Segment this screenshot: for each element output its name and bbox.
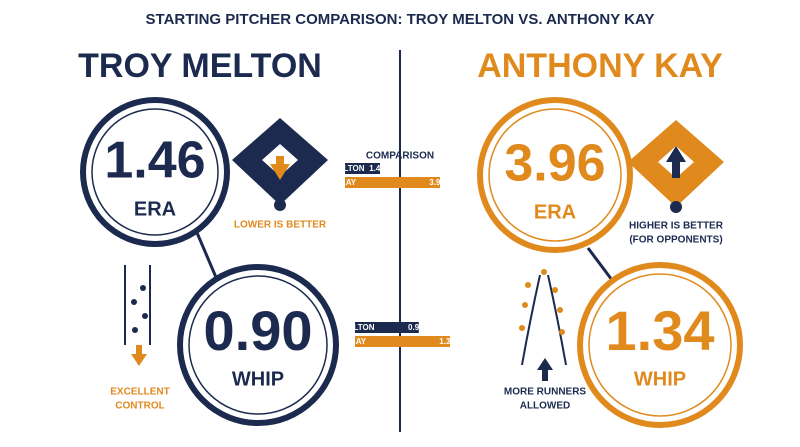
bar-name: KAY — [340, 178, 357, 187]
era-ring — [477, 97, 633, 253]
whip-ring — [177, 264, 339, 426]
runner-track — [124, 265, 151, 366]
bar-name: MELTON — [331, 164, 364, 173]
connector — [193, 227, 220, 283]
era-label: ERA — [534, 201, 576, 223]
whip-note: ALLOWED — [520, 401, 571, 412]
era-label: ERA — [134, 198, 176, 220]
comparison-title: COMPARISON — [366, 151, 434, 162]
bar-name: KAY — [350, 337, 367, 346]
bar-value: 1.34 — [439, 337, 455, 346]
whip-note: MORE RUNNERS — [504, 387, 587, 398]
era-note: LOWER IS BETTER — [234, 220, 327, 231]
bar-name: MELTON — [341, 323, 374, 332]
comparison-bar — [345, 177, 440, 188]
whip-note: CONTROL — [115, 401, 164, 412]
whip-ring-inner — [188, 275, 328, 415]
bar-value: 3.96 — [429, 178, 445, 187]
era-note: (FOR OPPONENTS) — [629, 235, 722, 246]
runner-track — [519, 269, 567, 381]
era-ring — [80, 97, 230, 247]
era-note: HIGHER IS BETTER — [629, 221, 724, 232]
title: STARTING PITCHER COMPARISON: TROY MELTON… — [146, 11, 655, 28]
era-ring-inner — [91, 108, 219, 236]
era-value: 1.46 — [104, 132, 205, 190]
bar-value: 1.46 — [369, 164, 385, 173]
connector — [586, 247, 614, 281]
era-value: 3.96 — [504, 135, 605, 193]
diamond-icon — [232, 118, 328, 211]
pitcher-name: TROY MELTON — [78, 47, 322, 85]
whip-ring — [577, 262, 743, 428]
whip-label: WHIP — [634, 368, 686, 390]
whip-value: 1.34 — [606, 299, 715, 362]
whip-note: EXCELLENT — [110, 387, 169, 398]
whip-ring-inner — [588, 273, 732, 417]
comparison-bar — [355, 322, 419, 333]
comparison-bar — [355, 336, 450, 347]
bar-value: 0.90 — [408, 323, 424, 332]
diamond-icon — [628, 120, 724, 213]
era-ring-inner — [488, 108, 622, 242]
pitcher-name: ANTHONY KAY — [477, 47, 723, 85]
comparison-bar — [345, 163, 381, 174]
whip-label: WHIP — [232, 368, 284, 390]
whip-value: 0.90 — [204, 299, 313, 362]
